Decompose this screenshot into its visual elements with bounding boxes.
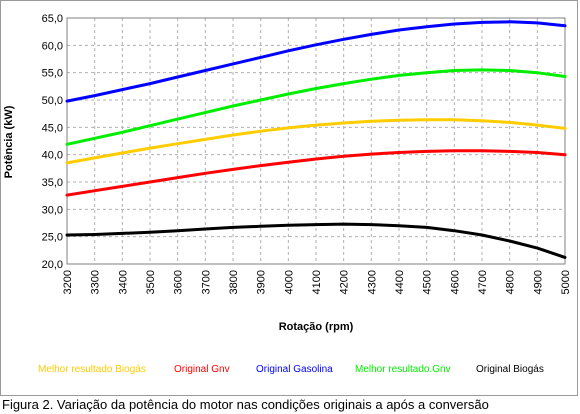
series-line-melhor-resultado-biog-s bbox=[65, 118, 567, 165]
x-tick-label: 3500 bbox=[145, 270, 157, 294]
y-tick-label: 40,0 bbox=[42, 150, 63, 162]
y-tick-label: 60,0 bbox=[42, 40, 63, 52]
series-line-melhor-resultado-gnv bbox=[65, 68, 567, 146]
series-line-original-gnv bbox=[65, 149, 567, 197]
x-tick-label: 4900 bbox=[532, 270, 544, 294]
x-tick-labels: 3200 3300 3400 3500 3600 3700 3800 3900 4000 4100… bbox=[62, 270, 572, 294]
x-tick-label: 4600 bbox=[449, 270, 461, 294]
y-tick-labels: 20,0 25,0 30,0 35,0 40,0 45,0 50,0 55,0 60,0 65,0 bbox=[42, 13, 63, 271]
legend-item-original-biogas: Original Biogás bbox=[476, 364, 544, 375]
plot-area bbox=[66, 17, 566, 265]
y-tick-label: 65,0 bbox=[42, 13, 63, 25]
grid bbox=[66, 17, 566, 265]
x-tick-label: 3300 bbox=[90, 270, 102, 294]
y-tick-label: 35,0 bbox=[42, 177, 63, 189]
x-tick-label: 3800 bbox=[228, 270, 240, 294]
y-tick-label: 55,0 bbox=[42, 68, 63, 80]
x-tick-label: 4000 bbox=[283, 270, 295, 294]
x-tick-label: 4100 bbox=[311, 270, 323, 294]
legend-item-melhor-gnv: Melhor resultado.Gnv bbox=[355, 364, 451, 375]
x-tick-label: 4400 bbox=[394, 270, 406, 294]
legend: Melhor resultado Biogás Original Gnv Ori… bbox=[0, 364, 578, 378]
y-tick-label: 45,0 bbox=[42, 122, 63, 134]
x-tick-label: 3200 bbox=[62, 270, 74, 294]
x-axis-label: Rotação (rpm) bbox=[279, 321, 354, 333]
legend-item-melhor-biogas: Melhor resultado Biogás bbox=[38, 364, 146, 375]
x-tick-label: 4300 bbox=[366, 270, 378, 294]
y-tick-label: 30,0 bbox=[42, 204, 63, 216]
y-axis-label: Potência (kW) bbox=[3, 105, 15, 178]
x-tick-label: 4200 bbox=[339, 270, 351, 294]
x-tick-label: 3900 bbox=[256, 270, 268, 294]
x-tick-label: 3700 bbox=[200, 270, 212, 294]
legend-item-original-gasolina: Original Gasolina bbox=[256, 364, 333, 375]
x-tick-label: 4700 bbox=[477, 270, 489, 294]
y-tick-label: 25,0 bbox=[42, 232, 63, 244]
x-tick-label: 4800 bbox=[505, 270, 517, 294]
x-tick-label: 5000 bbox=[560, 270, 572, 294]
figure-caption: Figura 2. Variação da potência do motor … bbox=[2, 397, 489, 412]
y-tick-label: 20,0 bbox=[42, 259, 63, 271]
legend-item-original-gnv: Original Gnv bbox=[174, 364, 230, 375]
y-tick-label: 50,0 bbox=[42, 95, 63, 107]
x-tick-label: 3400 bbox=[117, 270, 129, 294]
series-line-original-biog-s bbox=[65, 222, 567, 259]
x-tick-label: 3600 bbox=[173, 270, 185, 294]
x-tick-label: 4500 bbox=[422, 270, 434, 294]
line-chart: 20,0 25,0 30,0 35,0 40,0 45,0 50,0 55,0 60,0 65,0… bbox=[3, 13, 572, 333]
series-lines bbox=[65, 20, 567, 259]
series-line-original-gasolina bbox=[65, 20, 567, 103]
